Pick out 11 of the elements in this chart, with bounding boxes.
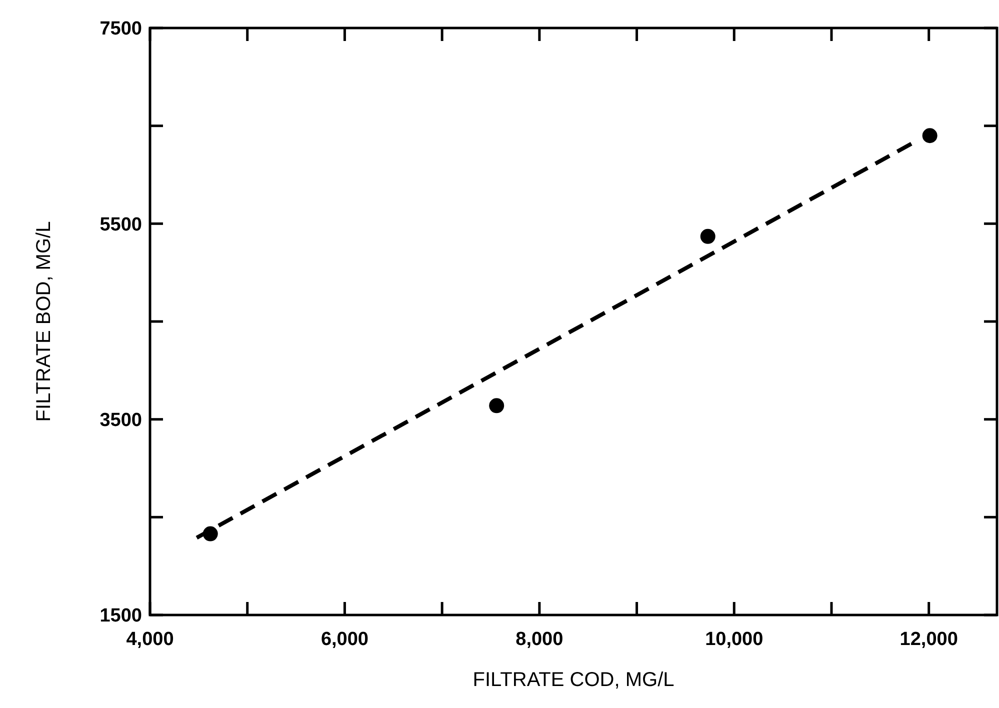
x-tick-label: 6,000 xyxy=(320,629,368,650)
x-tick-label: 8,000 xyxy=(516,629,564,650)
x-tick-label: 12,000 xyxy=(900,629,958,650)
x-tick-label: 4,000 xyxy=(126,629,174,650)
x-axis-title: FILTRATE COD, MG/L xyxy=(472,669,674,691)
y-tick-label: 3500 xyxy=(100,410,142,431)
y-tick-label: 1500 xyxy=(100,606,142,627)
y-axis-title: FILTRATE BOD, MG/L xyxy=(33,221,55,422)
y-tick-label: 5500 xyxy=(100,214,142,236)
x-tick-label: 10,000 xyxy=(705,629,764,650)
y-tick-label: 7500 xyxy=(100,18,142,40)
